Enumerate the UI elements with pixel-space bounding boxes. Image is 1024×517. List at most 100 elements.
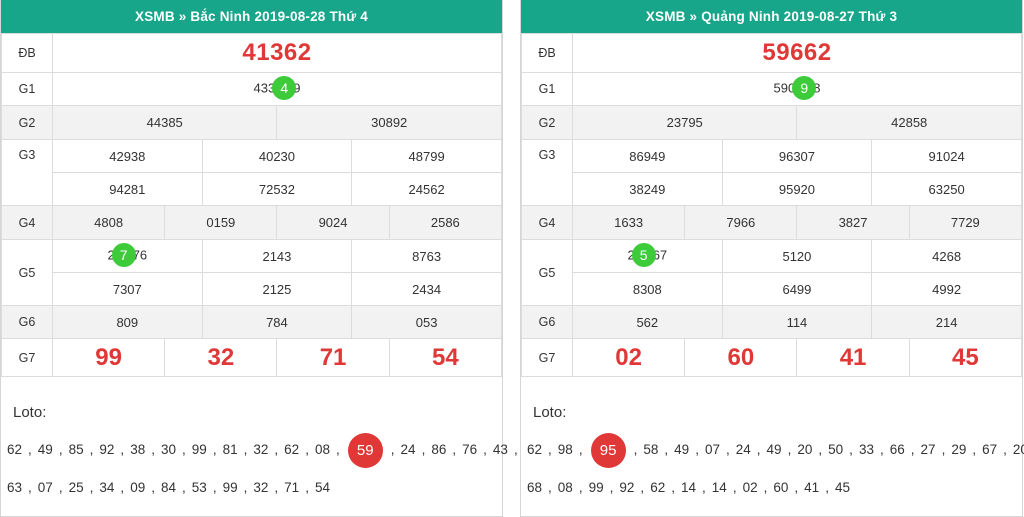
g5-digits-after: 76: [132, 247, 148, 263]
loto-number: 62: [650, 480, 666, 495]
g5-number: 7307: [52, 272, 203, 306]
loto-number: 41: [804, 480, 820, 495]
loto-number: 58: [643, 442, 659, 458]
loto-highlight-ball: 59: [347, 433, 383, 468]
loto-number: 71: [284, 480, 300, 495]
g3-number: 40230: [201, 139, 353, 173]
loto-line-2: 68, 08, 99, 92, 62, 14, 14, 02, 60, 41, 45: [527, 474, 1022, 502]
g4-number: 2586: [388, 205, 503, 240]
loto-number: 67: [982, 442, 998, 458]
g7-number: 54: [431, 343, 459, 371]
loto-section: Loto: 62, 49, 85, 92, 38, 30, 99, 81, 32, 62, 08, 5…: [1, 383, 518, 515]
g3-number: 48799: [351, 139, 502, 173]
g7-number: 41: [839, 343, 867, 371]
prize-label-g5: G5: [521, 239, 573, 306]
loto-number: 08: [557, 480, 573, 495]
loto-list: 58,49,07,24,49,20,50,33,66,27,29,67,20,: [643, 442, 1024, 457]
loto-number: 08: [314, 442, 330, 458]
loto-number: 81: [222, 442, 238, 458]
green-ball-marker: 9: [792, 76, 817, 100]
prize-label-g1: G1: [1, 72, 53, 106]
green-ball-marker: 5: [631, 243, 656, 267]
g3-number: 38249: [572, 172, 723, 206]
prize-label-db: ĐB: [521, 33, 573, 73]
g4-number: 9024: [276, 205, 390, 240]
green-ball-marker: 4: [272, 76, 297, 100]
loto-line-1: 62, 49, 85, 92, 38, 30, 99, 81, 32, 62, 08, 59, 24, 8…: [7, 433, 518, 468]
loto-number: 63: [7, 480, 23, 495]
g3-number: 72532: [201, 172, 353, 206]
g7-number: 60: [727, 343, 755, 371]
g7-number: 45: [951, 343, 979, 371]
results-table: ĐB 41362 G1 433 4 9 G2 44385 30892 G3 4293…: [1, 33, 503, 377]
loto-number: 92: [99, 442, 115, 458]
g2-number: 44385: [51, 105, 278, 140]
g3-number: 95920: [721, 172, 873, 206]
loto-number: 98: [557, 442, 573, 458]
loto-number: 24: [400, 442, 416, 458]
loto-number: 66: [889, 442, 905, 458]
loto-number: 68: [527, 480, 543, 495]
special-prize-number: 41362: [242, 39, 312, 66]
g2-number: 23795: [571, 105, 798, 140]
loto-line-2: 63, 07, 25, 34, 09, 84, 53, 99, 32, 71, 54: [7, 474, 502, 502]
loto-number: 34: [99, 480, 115, 495]
loto-number: 09: [130, 480, 146, 495]
panel-title[interactable]: XSMB » Quảng Ninh 2019-08-27 Thứ 3: [521, 0, 1022, 33]
g7-cell: 02: [571, 338, 686, 377]
loto-number: 30: [160, 442, 177, 458]
g5-number: 4992: [871, 272, 1022, 306]
special-prize-number: 59662: [762, 39, 832, 66]
loto-list: 24, 86, 76, 43,: [400, 442, 518, 458]
loto-number: 14: [711, 480, 727, 495]
panel-title[interactable]: XSMB » Bắc Ninh 2019-08-28 Thứ 4: [1, 0, 502, 33]
special-prize: 59662: [572, 33, 1022, 73]
g5-number: 2776: [52, 239, 203, 273]
g4-number: 7729: [908, 205, 1023, 240]
loto-list: 62, 98,: [527, 442, 583, 458]
g4-number: 7966: [684, 205, 798, 240]
g5-number: 8308: [572, 272, 723, 306]
g5-number: 6499: [721, 272, 873, 306]
g5-number: 2434: [351, 272, 502, 306]
g3-number: 42938: [52, 139, 203, 173]
loto-number: 62: [284, 442, 300, 458]
loto-number: 25: [68, 480, 84, 495]
loto-number: 24: [735, 442, 751, 458]
loto-number: 32: [253, 442, 269, 458]
prize-label-g7: G7: [521, 338, 573, 377]
first-prize: 590 9 8: [572, 72, 1022, 106]
g3-number: 94281: [52, 172, 203, 206]
result-panel-quang-ninh: XSMB » Quảng Ninh 2019-08-27 Thứ 3 ĐB 59…: [520, 0, 1024, 517]
prize-label-g6: G6: [1, 305, 53, 339]
prize-label-g3: G3: [1, 139, 53, 206]
prize-label-g2: G2: [1, 105, 53, 140]
loto-number: 38: [130, 442, 146, 458]
loto-number: 49: [766, 442, 782, 458]
prize-label-g3: G3: [521, 139, 573, 206]
first-prize-digits-before: 433: [253, 80, 276, 96]
prize-label-g4: G4: [1, 205, 53, 240]
g5-digits-before: 2: [627, 247, 634, 262]
special-prize: 41362: [52, 33, 502, 73]
loto-highlight-ball: 95: [590, 433, 626, 468]
g6-number: 562: [572, 305, 723, 339]
loto-number: 02: [742, 480, 758, 495]
g5-number: 2125: [201, 272, 353, 306]
g7-number: 32: [207, 343, 235, 371]
first-prize-digits-after: 8: [813, 80, 821, 96]
prize-label-db: ĐB: [1, 33, 53, 73]
loto-number: 86: [431, 442, 447, 458]
loto-number: 99: [222, 480, 238, 495]
g6-number: 784: [201, 305, 353, 339]
loto-number: 62: [527, 442, 543, 458]
g5-number: 8763: [351, 239, 502, 273]
g7-number: 02: [615, 343, 642, 371]
loto-number: 85: [68, 442, 84, 458]
loto-number: 20: [1012, 442, 1024, 458]
g7-cell: 71: [276, 338, 390, 377]
g5-number: 4268: [871, 239, 1022, 273]
g5-number: 2567: [572, 239, 723, 273]
loto-number: 33: [858, 442, 874, 458]
loto-number: 27: [920, 442, 936, 458]
